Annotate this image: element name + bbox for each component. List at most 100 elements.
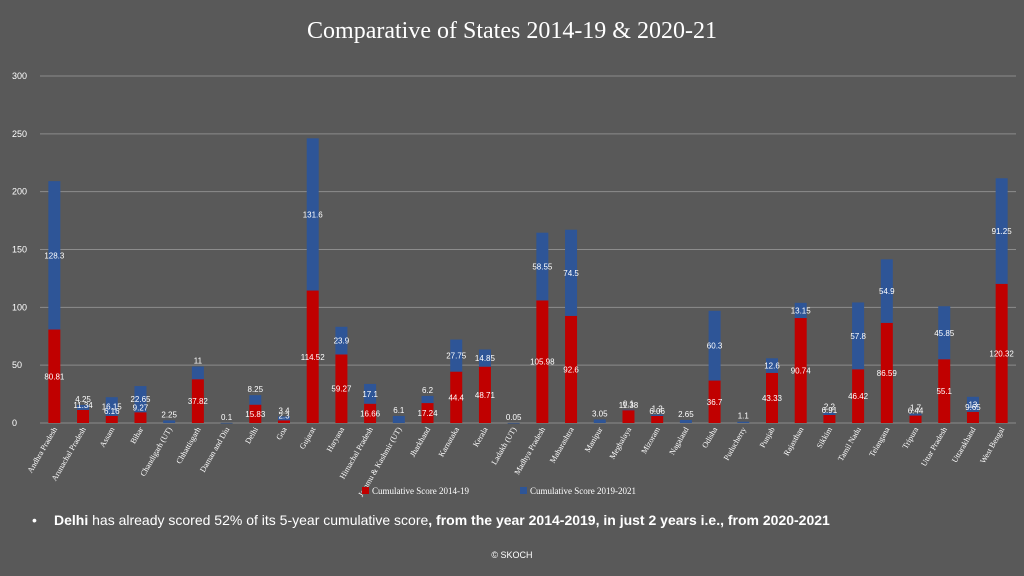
data-label-2014-19: 16.66 xyxy=(360,409,381,418)
x-tick-label: Chhattisgarh xyxy=(174,426,202,466)
legend-label: Cumulative Score 2019-2021 xyxy=(530,486,636,496)
bar-2019-2021 xyxy=(794,302,807,319)
data-label-2019-2021: 22.65 xyxy=(130,395,151,404)
x-tick-label: Maharashtra xyxy=(548,425,576,465)
data-label-2019-2021: 4.25 xyxy=(75,395,91,404)
bar-2019-2021 xyxy=(536,232,549,301)
bar-2014-19 xyxy=(995,283,1008,423)
note-text: • Delhi has already scored 52% of its 5-y… xyxy=(32,512,1012,528)
bar-2019-2021 xyxy=(880,259,893,323)
bar-2019-2021 xyxy=(938,306,951,360)
bar-2019-2021 xyxy=(507,422,520,424)
data-label-2019-2021: 0.1 xyxy=(623,400,635,409)
data-label-2014-19: 46.42 xyxy=(848,392,869,401)
data-label-2014-19: 120.32 xyxy=(989,349,1014,358)
data-label-2014-19: 43.33 xyxy=(762,394,783,403)
data-label-2019-2021: 2.2 xyxy=(824,402,836,411)
data-label-2019-2021: 1.1 xyxy=(738,412,750,421)
bar-2014-19 xyxy=(909,415,922,423)
bar-2019-2021 xyxy=(565,229,578,316)
data-label-2014-19: 17.24 xyxy=(418,409,439,418)
bar-2014-19 xyxy=(766,372,778,423)
bar-2019-2021 xyxy=(392,415,405,423)
data-label-2014-19: 37.82 xyxy=(188,397,209,406)
bar-2019-2021 xyxy=(278,416,290,421)
x-tick-label: Ladakh (UT) xyxy=(490,425,519,466)
bar-2019-2021 xyxy=(708,310,721,381)
x-tick-label: Nagaland xyxy=(667,426,690,457)
data-label-2014-19: 9.65 xyxy=(965,403,981,412)
data-label-2014-19: 11.34 xyxy=(73,401,93,410)
x-tick-label: Puducherry xyxy=(722,426,748,462)
data-label-2019-2021: 6.2 xyxy=(422,386,434,395)
x-tick-label: Meghalaya xyxy=(608,425,634,461)
x-tick-label: Sikkim xyxy=(815,425,835,450)
data-label-2019-2021: 1.2 xyxy=(652,405,664,414)
data-label-2019-2021: 128.3 xyxy=(44,251,65,260)
footer-copyright: © SKOCH xyxy=(491,550,533,560)
x-tick-label: Tripura xyxy=(901,425,921,450)
x-tick-label: Chandigarh (UT) xyxy=(138,425,174,478)
data-label-2014-19: 36.7 xyxy=(707,398,723,407)
data-label-2014-19: 11.38 xyxy=(619,401,639,410)
bar-2019-2021 xyxy=(306,138,319,291)
data-label-2014-19: 15.83 xyxy=(245,410,266,419)
bar-2019-2021 xyxy=(651,414,664,416)
data-label-2019-2021: 60.3 xyxy=(707,342,723,351)
bar-2014-19 xyxy=(794,318,807,423)
data-label-2019-2021: 12.6 xyxy=(764,362,780,371)
bar-2014-19 xyxy=(565,315,578,423)
data-label-2019-2021: 13.15 xyxy=(791,306,812,315)
x-tick-label: Mizoram xyxy=(639,425,662,456)
bar-2019-2021 xyxy=(995,178,1008,284)
bar-2014-19 xyxy=(421,403,434,423)
bar-2019-2021 xyxy=(450,339,463,372)
bar-2019-2021 xyxy=(852,302,865,370)
bar-2019-2021 xyxy=(77,404,90,410)
data-label-2014-19: 6.06 xyxy=(649,407,665,416)
data-label-2014-19: 86.59 xyxy=(877,369,898,378)
x-tick-label: Uttarakhand xyxy=(950,426,978,465)
data-label-2019-2021: 23.9 xyxy=(334,337,350,346)
bar-2019-2021 xyxy=(478,349,491,367)
data-label-2014-19: 44.4 xyxy=(448,393,464,402)
data-label-2014-19: 48.71 xyxy=(475,391,496,400)
bar-2019-2021 xyxy=(364,383,377,404)
x-tick-label: Haryana xyxy=(325,425,347,453)
data-label-2019-2021: 0.05 xyxy=(506,413,522,422)
bar-2014-19 xyxy=(708,380,721,423)
bar-2014-19 xyxy=(536,300,549,423)
x-tick-label: Delhi xyxy=(243,425,260,446)
data-label-2014-19: 90.74 xyxy=(791,367,812,376)
bar-2014-19 xyxy=(478,366,491,423)
bar-2014-19 xyxy=(651,415,664,423)
data-label-2019-2021: 2.25 xyxy=(161,410,177,419)
note-period: , from the year 2014-2019, in just 2 yea… xyxy=(428,512,830,528)
x-tick-label: Madhya Pradesh xyxy=(513,426,548,477)
bar-2019-2021 xyxy=(823,412,836,416)
x-tick-label: Punjab xyxy=(758,426,777,450)
x-tick-label: Jharkhand xyxy=(408,426,432,459)
y-tick-label: 250 xyxy=(12,129,27,139)
data-label-2014-19: 80.81 xyxy=(44,372,65,381)
bar-2014-19 xyxy=(278,420,290,423)
data-label-2019-2021: 2.65 xyxy=(678,410,694,419)
data-label-2019-2021: 27.75 xyxy=(446,352,467,361)
bar-2014-19 xyxy=(364,403,377,423)
chart-title: Comparative of States 2014-19 & 2020-21 xyxy=(307,18,717,44)
x-tick-label: Telangana xyxy=(867,425,891,458)
x-tick-label: Andhra Pradesh xyxy=(26,426,59,475)
bar-2014-19 xyxy=(823,415,836,423)
data-label-2019-2021: 11 xyxy=(194,357,203,366)
bar-2014-19 xyxy=(938,359,951,423)
x-tick-label: Daman and Diu xyxy=(198,426,231,474)
bar-2014-19 xyxy=(450,371,463,423)
data-label-2019-2021: 58.55 xyxy=(532,263,553,272)
bar-2014-19 xyxy=(77,409,90,423)
bar-2019-2021 xyxy=(679,419,692,423)
data-label-2014-19: 105.98 xyxy=(530,358,555,367)
bar-2019-2021 xyxy=(766,358,778,373)
x-tick-label: Tamil Nadu xyxy=(836,426,863,463)
bar-2014-19 xyxy=(306,290,319,423)
